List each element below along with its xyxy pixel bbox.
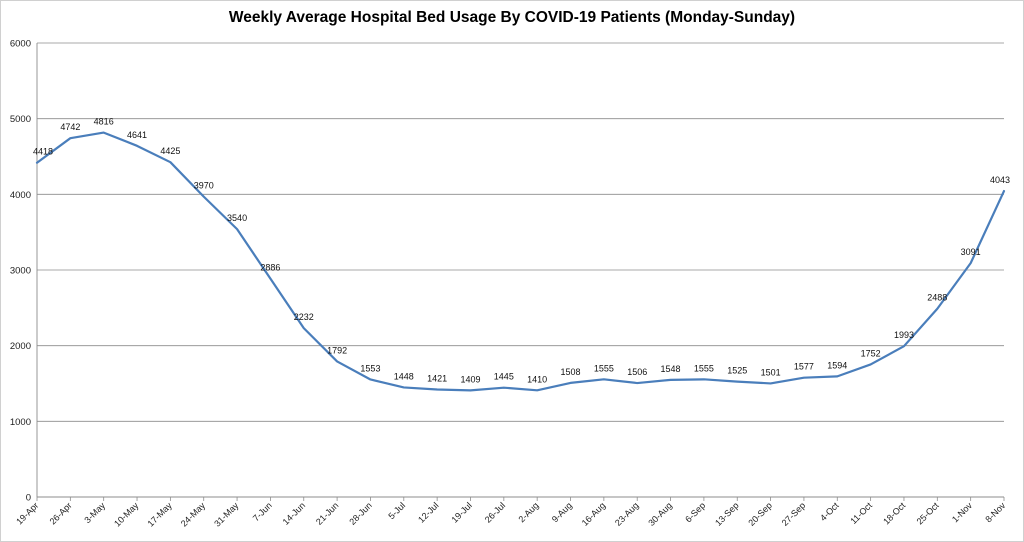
data-label: 1448	[394, 371, 414, 381]
data-labels: 4418 4742 4816 4641 4425 3970 3540 2886 2232 1792…	[33, 117, 1010, 385]
data-label: 2232	[294, 312, 314, 322]
data-label: 1577	[794, 362, 814, 372]
data-label: 2886	[260, 263, 280, 273]
x-tick-label: 1-Nov	[950, 500, 974, 524]
data-label: 1410	[527, 374, 547, 384]
data-label: 1594	[827, 360, 847, 370]
x-tick-label: 27-Sep	[780, 500, 808, 528]
x-tick-labels: 19-Apr 26-Apr 3-May 10-May 17-May 24-May 31-Ma…	[14, 500, 1008, 529]
x-tick-label: 11-Oct	[848, 500, 874, 526]
data-label: 1506	[627, 367, 647, 377]
x-tick-label: 28-Jun	[347, 500, 374, 527]
x-tick-label: 31-May	[212, 500, 241, 529]
data-label: 1993	[894, 330, 914, 340]
x-tick-label: 7-Jun	[251, 500, 274, 523]
x-tick-label: 24-May	[179, 500, 208, 529]
data-label: 4418	[33, 147, 53, 157]
x-tick-label: 13-Sep	[713, 500, 741, 528]
y-tick-label: 4000	[10, 190, 31, 201]
y-tick-label: 1000	[10, 417, 31, 428]
y-tick-label: 6000	[10, 39, 31, 50]
x-tick-label: 18-Oct	[881, 500, 908, 527]
data-label: 1752	[861, 348, 881, 358]
x-tick-label: 25-Oct	[915, 500, 942, 527]
x-tick-label: 19-Jul	[449, 500, 473, 524]
y-tick-label: 3000	[10, 266, 31, 277]
y-tick-labels: 0 1000 2000 3000 4000 5000 6000	[10, 39, 31, 504]
x-tick-label: 8-Nov	[983, 500, 1007, 524]
axes	[36, 43, 1005, 501]
data-label: 4742	[60, 122, 80, 132]
data-label: 1555	[594, 363, 614, 373]
data-label: 1445	[494, 372, 514, 382]
data-label: 1501	[761, 367, 781, 377]
x-tick-label: 26-Apr	[48, 500, 74, 526]
x-tick-label: 14-Jun	[281, 500, 308, 527]
data-label: 4816	[94, 117, 114, 127]
x-tick-label: 21-Jun	[314, 500, 341, 527]
x-tick-label: 30-Aug	[646, 500, 674, 528]
data-label: 4043	[990, 175, 1010, 185]
series-group	[35, 131, 1006, 392]
data-label: 1548	[661, 364, 681, 374]
x-tick-label: 6-Sep	[683, 500, 707, 524]
x-tick-label: 3-May	[82, 500, 107, 525]
data-label: 4641	[127, 130, 147, 140]
data-label: 3091	[961, 247, 981, 257]
x-tick-label: 9-Aug	[550, 500, 574, 524]
data-label: 1553	[360, 363, 380, 373]
series-line	[35, 131, 1006, 392]
x-tick-label: 20-Sep	[746, 500, 774, 528]
x-tick-label: 10-May	[112, 500, 141, 529]
y-tick-label: 2000	[10, 341, 31, 352]
x-tick-label: 12-Jul	[416, 500, 440, 524]
data-label: 3970	[194, 181, 214, 191]
gridlines	[37, 42, 1004, 422]
data-label: 1409	[460, 374, 480, 384]
data-label: 4425	[160, 146, 180, 156]
data-label: 1792	[327, 345, 347, 355]
x-tick-label: 2-Aug	[517, 500, 541, 524]
x-tick-label: 23-Aug	[613, 500, 641, 528]
x-tick-label: 16-Aug	[580, 500, 608, 528]
x-tick-label: 17-May	[145, 500, 174, 529]
data-label: 3540	[227, 213, 247, 223]
x-tick-label: 5-Jul	[386, 500, 407, 521]
x-tick-label: 26-Jul	[483, 500, 507, 524]
data-label: 1525	[727, 366, 747, 376]
data-label: 2488	[927, 293, 947, 303]
data-label: 1508	[561, 367, 581, 377]
x-tick-label: 4-Oct	[818, 500, 841, 523]
x-tick-label: 19-Apr	[14, 500, 40, 526]
chart-title: Weekly Average Hospital Bed Usage By COV…	[228, 9, 796, 26]
y-tick-label: 5000	[10, 114, 31, 125]
y-tick-label: 0	[26, 493, 31, 504]
data-label: 1421	[427, 373, 447, 383]
data-label: 1555	[694, 363, 714, 373]
